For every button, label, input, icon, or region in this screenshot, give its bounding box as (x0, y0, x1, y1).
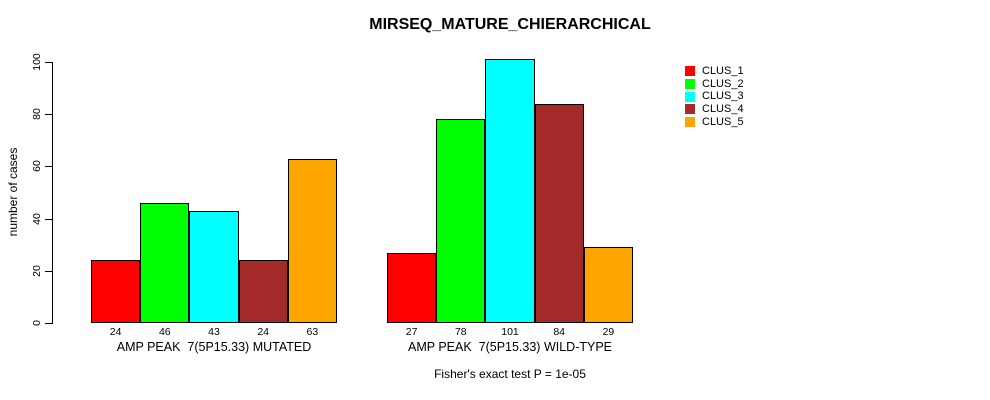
bar-clus_5-group2 (583, 247, 633, 323)
legend-item-clus_1: CLUS_1 (685, 65, 744, 78)
bar-clus_3-group1 (189, 210, 239, 323)
bar-clus_5-group1 (287, 158, 337, 323)
group-label: AMP PEAK 7(5P15.33) WILD-TYPE (407, 340, 613, 354)
y-tick-label: 40 (31, 212, 43, 225)
chart-title: MIRSEQ_MATURE_CHIERARCHICAL (369, 16, 651, 33)
legend-swatch-icon (685, 91, 695, 102)
bar-clus_4-group1 (238, 260, 288, 323)
legend-swatch-icon (685, 66, 695, 77)
legend-label: CLUS_4 (702, 102, 744, 115)
bar-value-label: 27 (405, 326, 418, 338)
y-tick-label: 80 (31, 108, 43, 121)
bar-value-label: 29 (602, 326, 615, 338)
bar-value-label: 84 (553, 326, 566, 338)
y-tick (45, 323, 52, 324)
legend-item-clus_2: CLUS_2 (685, 78, 744, 91)
legend-swatch-icon (685, 104, 695, 115)
y-tick-label: 100 (31, 53, 43, 71)
legend-label: CLUS_5 (702, 115, 744, 128)
legend-label: CLUS_3 (702, 90, 744, 103)
y-axis-line (52, 62, 53, 324)
y-tick-label: 20 (31, 264, 43, 277)
y-tick (45, 62, 52, 63)
y-tick-label: 0 (31, 320, 43, 326)
y-tick (45, 166, 52, 168)
legend-item-clus_3: CLUS_3 (685, 90, 744, 103)
bar-value-label: 46 (158, 326, 171, 338)
y-tick-label: 60 (31, 160, 43, 173)
bar-value-label: 24 (257, 326, 270, 338)
group-label: AMP PEAK 7(5P15.33) MUTATED (116, 340, 312, 354)
bar-value-label: 78 (454, 326, 467, 338)
legend-item-clus_5: CLUS_5 (685, 116, 744, 129)
bar-value-label: 101 (501, 326, 519, 338)
fisher-test-annotation: Fisher's exact test P = 1e-05 (434, 367, 586, 381)
bar-clus_2-group2 (436, 119, 486, 323)
bar-value-label: 24 (109, 326, 122, 338)
bar-value-label: 43 (208, 326, 220, 338)
legend: CLUS_1 CLUS_2 CLUS_3 CLUS_4 CLUS_5 (685, 65, 744, 128)
y-tick (45, 218, 52, 220)
bar-clus_1-group2 (387, 252, 437, 323)
bar-clus_2-group1 (140, 202, 190, 323)
legend-swatch-icon (685, 117, 695, 128)
y-axis-title: number of cases (6, 147, 20, 237)
bar-clus_1-group1 (91, 260, 141, 323)
y-tick (45, 114, 52, 116)
legend-item-clus_4: CLUS_4 (685, 103, 744, 116)
legend-swatch-icon (685, 79, 695, 90)
y-tick (45, 270, 52, 272)
legend-label: CLUS_2 (702, 77, 744, 90)
bar-clus_3-group2 (485, 59, 535, 323)
bar-clus_4-group2 (534, 103, 584, 323)
bar-value-label: 63 (306, 326, 319, 338)
legend-label: CLUS_1 (702, 64, 744, 77)
